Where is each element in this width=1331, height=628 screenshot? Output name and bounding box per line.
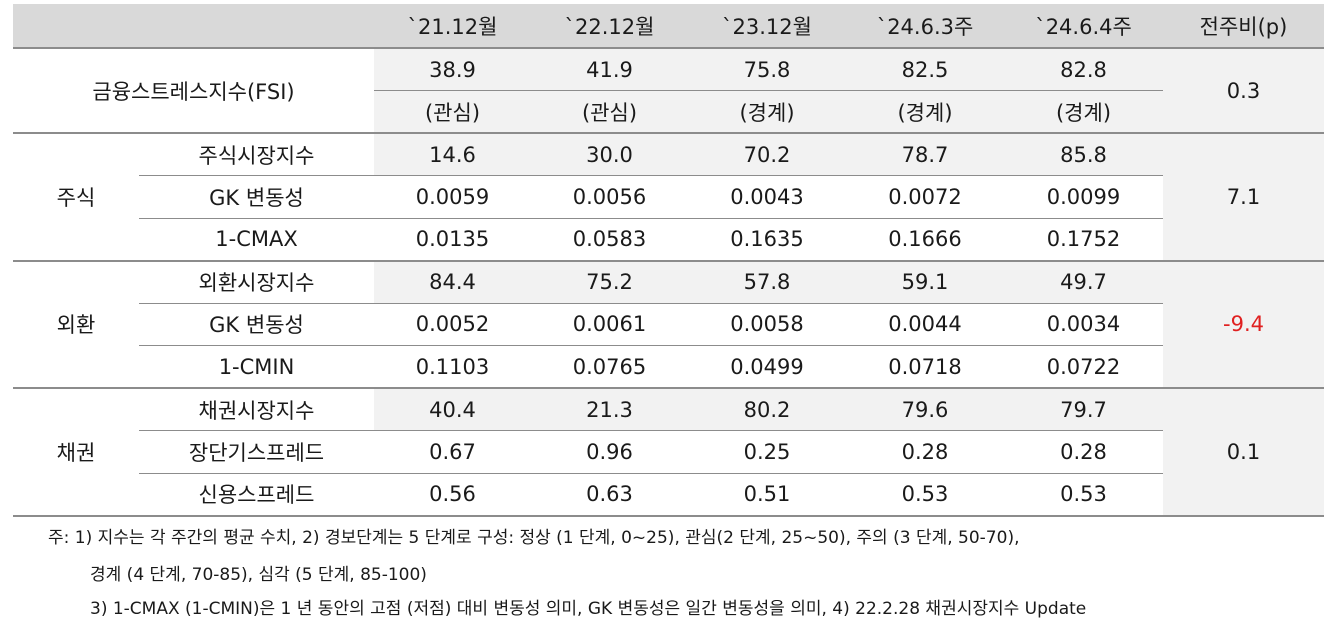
row-label: 외환시장지수 — [139, 260, 374, 304]
table-row: 장단기스프레드 0.67 0.96 0.25 0.28 0.28 — [13, 430, 1324, 474]
row-label: 채권시장지수 — [139, 388, 374, 431]
cell-value: 40.4 — [374, 388, 531, 431]
table-row: 1-CMAX 0.0135 0.0583 0.1635 0.1666 0.175… — [13, 218, 1324, 262]
cell-value: 0.0061 — [531, 303, 688, 346]
cell-value: 85.8 — [1004, 133, 1163, 176]
cell-value: 0.0058 — [688, 303, 846, 346]
row-label: 주식시장지수 — [139, 133, 374, 176]
cell-value: 0.0722 — [1004, 345, 1163, 389]
table-row: 채권 채권시장지수 40.4 21.3 80.2 79.6 79.7 0.1 — [13, 388, 1324, 517]
fsi-label: 금융스트레스지수(FSI) — [13, 48, 374, 134]
group-label-bond: 채권 — [13, 388, 139, 517]
cell-value: 0.0044 — [846, 303, 1004, 346]
cell-value: 0.0718 — [846, 345, 1004, 389]
cell-value: 0.28 — [1004, 430, 1163, 474]
cell-value: 0.63 — [531, 473, 688, 517]
cell-value: 0.1635 — [688, 218, 846, 262]
table-row: 신용스프레드 0.56 0.63 0.51 0.53 0.53 — [13, 473, 1324, 517]
cell-value: 0.0099 — [1004, 175, 1163, 219]
cell-value: 0.25 — [688, 430, 846, 474]
cell-value: 0.67 — [374, 430, 531, 474]
row-label: GK 변동성 — [139, 175, 374, 219]
cell-value: 75.2 — [531, 260, 688, 304]
fsi-level: (관심) — [374, 90, 531, 134]
cell-value: 79.7 — [1004, 388, 1163, 431]
cell-value: 0.28 — [846, 430, 1004, 474]
fsi-level: (경계) — [1004, 90, 1163, 134]
fsi-change: 0.3 — [1163, 48, 1324, 134]
cell-value: 0.0034 — [1004, 303, 1163, 346]
fsi-value-row: 금융스트레스지수(FSI) 38.9 41.9 75.8 82.5 82.8 0… — [13, 48, 1324, 134]
header-col-5: `24.6.4주 — [1004, 4, 1163, 49]
cell-value: 0.1666 — [846, 218, 1004, 262]
row-label: 장단기스프레드 — [139, 430, 374, 474]
cell-value: 0.0135 — [374, 218, 531, 262]
header-col-2: `22.12월 — [531, 4, 688, 49]
fsi-value: 41.9 — [531, 48, 688, 91]
header-col-3: `23.12월 — [688, 4, 846, 49]
cell-value: 0.0499 — [688, 345, 846, 389]
cell-value: 0.0043 — [688, 175, 846, 219]
cell-value: 0.0072 — [846, 175, 1004, 219]
fsi-value: 82.8 — [1004, 48, 1163, 91]
cell-value: 0.51 — [688, 473, 846, 517]
cell-value: 49.7 — [1004, 260, 1163, 304]
cell-value: 30.0 — [531, 133, 688, 176]
header-row: `21.12월 `22.12월 `23.12월 `24.6.3주 `24.6.4… — [13, 4, 1324, 49]
group-label-fx: 외환 — [13, 260, 139, 389]
fsi-value: 75.8 — [688, 48, 846, 91]
table-row: 1-CMIN 0.1103 0.0765 0.0499 0.0718 0.072… — [13, 345, 1324, 389]
cell-value: 80.2 — [688, 388, 846, 431]
footnote-1: 주: 1) 지수는 각 주간의 평균 수치, 2) 경보단계는 5 단계로 구성… — [48, 528, 1020, 548]
cell-value: 0.0765 — [531, 345, 688, 389]
table-row: 주식 주식시장지수 14.6 30.0 70.2 78.7 85.8 7.1 — [13, 133, 1324, 262]
footnote-2: 경계 (4 단계, 70-85), 심각 (5 단계, 85-100) — [90, 565, 427, 585]
header-blank — [13, 4, 374, 49]
fsi-level-row: (관심) (관심) (경계) (경계) (경계) — [13, 90, 1324, 134]
row-label: GK 변동성 — [139, 303, 374, 346]
cell-value: 0.96 — [531, 430, 688, 474]
table-row: 외환 외환시장지수 84.4 75.2 57.8 59.1 49.7 -9.4 — [13, 260, 1324, 389]
group-change-bond: 0.1 — [1163, 388, 1324, 517]
cell-value: 79.6 — [846, 388, 1004, 431]
table-row: GK 변동성 0.0059 0.0056 0.0043 0.0072 0.009… — [13, 175, 1324, 219]
fsi-level: (경계) — [846, 90, 1004, 134]
cell-value: 0.53 — [1004, 473, 1163, 517]
group-label-stock: 주식 — [13, 133, 139, 262]
cell-value: 0.0059 — [374, 175, 531, 219]
cell-value: 0.1103 — [374, 345, 531, 389]
cell-value: 14.6 — [374, 133, 531, 176]
fsi-table: `21.12월 `22.12월 `23.12월 `24.6.3주 `24.6.4… — [13, 4, 1324, 517]
fsi-value: 38.9 — [374, 48, 531, 91]
footnote-3: 3) 1-CMAX (1-CMIN)은 1 년 동안의 고점 (저점) 대비 변… — [90, 599, 1087, 619]
header-col-1: `21.12월 — [374, 4, 531, 49]
cell-value: 0.0056 — [531, 175, 688, 219]
table-row: GK 변동성 0.0052 0.0061 0.0058 0.0044 0.003… — [13, 303, 1324, 346]
fsi-level: (경계) — [688, 90, 846, 134]
cell-value: 0.56 — [374, 473, 531, 517]
cell-value: 0.1752 — [1004, 218, 1163, 262]
group-change-fx: -9.4 — [1163, 260, 1324, 389]
cell-value: 70.2 — [688, 133, 846, 176]
cell-value: 84.4 — [374, 260, 531, 304]
cell-value: 57.8 — [688, 260, 846, 304]
row-label: 신용스프레드 — [139, 473, 374, 517]
cell-value: 21.3 — [531, 388, 688, 431]
fsi-value: 82.5 — [846, 48, 1004, 91]
cell-value: 0.0052 — [374, 303, 531, 346]
cell-value: 59.1 — [846, 260, 1004, 304]
cell-value: 78.7 — [846, 133, 1004, 176]
fsi-level: (관심) — [531, 90, 688, 134]
header-col-change: 전주비(p) — [1163, 4, 1324, 49]
cell-value: 0.0583 — [531, 218, 688, 262]
group-change-stock: 7.1 — [1163, 133, 1324, 262]
header-col-4: `24.6.3주 — [846, 4, 1004, 49]
cell-value: 0.53 — [846, 473, 1004, 517]
row-label: 1-CMAX — [139, 218, 374, 262]
row-label: 1-CMIN — [139, 345, 374, 389]
